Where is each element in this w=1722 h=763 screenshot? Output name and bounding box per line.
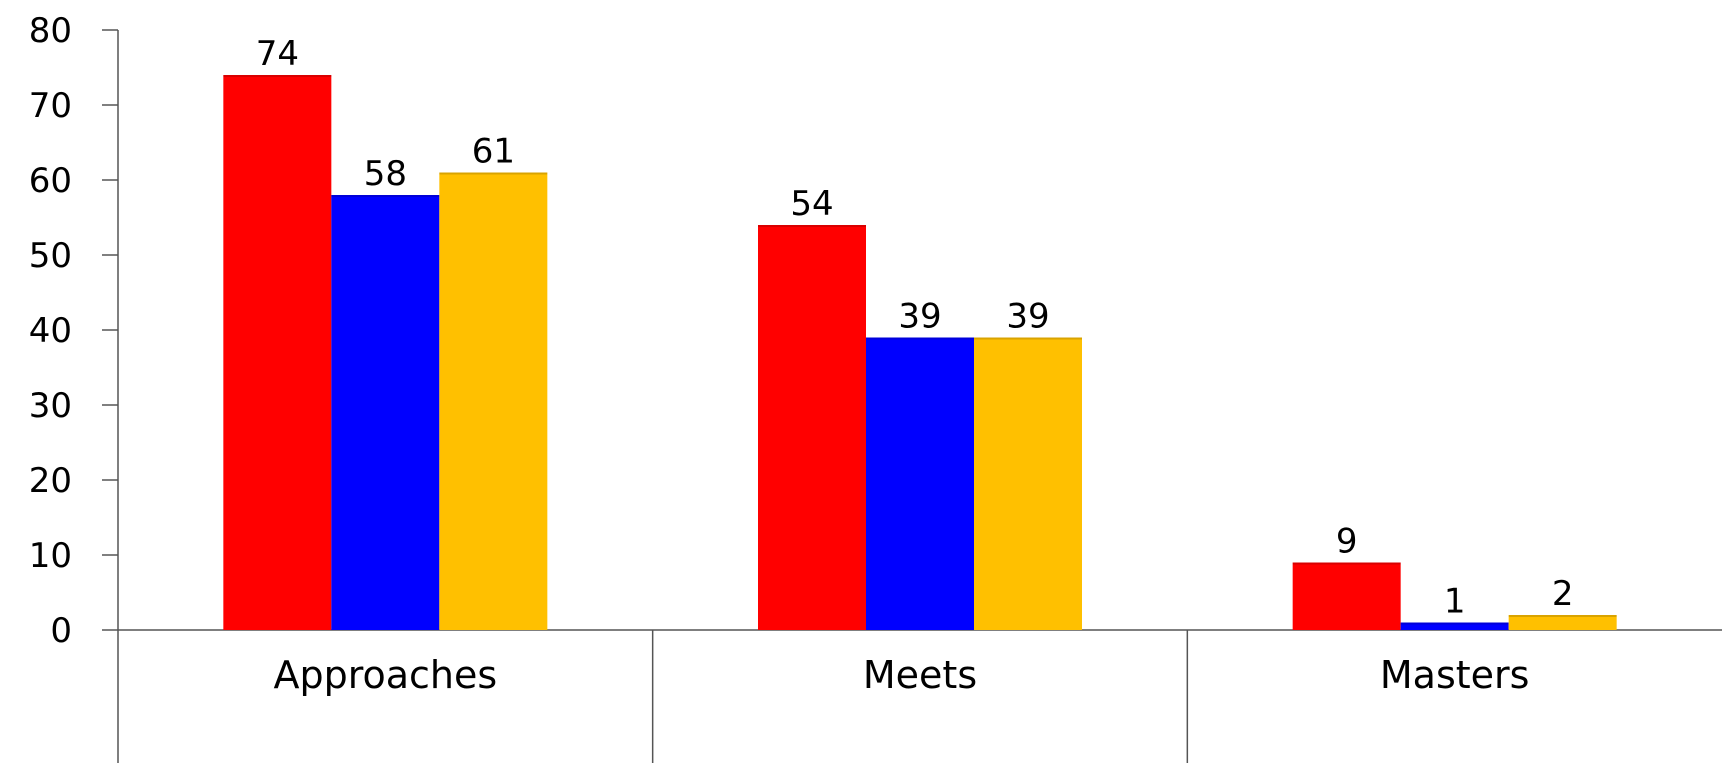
y-axis: 0 10 20 30 40 50 60 70 80 bbox=[29, 11, 119, 763]
y-tick-label: 70 bbox=[29, 86, 72, 126]
data-label: 54 bbox=[790, 184, 833, 224]
data-label: 2 bbox=[1552, 574, 1574, 614]
bar-top-edge bbox=[439, 172, 548, 175]
y-tick-label: 0 bbox=[50, 611, 72, 651]
data-label: 39 bbox=[898, 297, 941, 337]
bar-top-edge bbox=[866, 337, 974, 340]
bar bbox=[866, 337, 974, 630]
y-tick-label: 40 bbox=[29, 311, 72, 351]
bars bbox=[223, 75, 1617, 630]
y-tick-label: 80 bbox=[29, 11, 72, 51]
data-label: 74 bbox=[256, 34, 299, 74]
y-tick-label: 50 bbox=[29, 236, 72, 276]
bar bbox=[1508, 615, 1617, 630]
y-tick-label: 20 bbox=[29, 461, 72, 501]
data-label: 39 bbox=[1006, 297, 1049, 337]
data-labels: 74 58 61 54 39 39 9 1 2 bbox=[256, 34, 1574, 622]
x-category-label: Masters bbox=[1380, 653, 1530, 697]
bar-top-edge bbox=[223, 75, 332, 77]
bar bbox=[331, 195, 440, 630]
bar bbox=[439, 172, 548, 630]
bar-top-edge bbox=[974, 337, 1082, 340]
x-category-label: Meets bbox=[863, 653, 977, 697]
data-label: 1 bbox=[1444, 582, 1466, 622]
y-tick-label: 10 bbox=[29, 536, 72, 576]
bar-top-edge bbox=[1292, 562, 1401, 565]
bar-top-edge bbox=[1400, 622, 1509, 625]
data-label: 9 bbox=[1336, 522, 1358, 562]
x-axis: Approaches Meets Masters bbox=[118, 629, 1722, 763]
x-category-label: Approaches bbox=[273, 653, 497, 697]
bar bbox=[1400, 622, 1509, 630]
data-label: 58 bbox=[364, 154, 407, 194]
y-tick-label: 60 bbox=[29, 161, 72, 201]
bar bbox=[223, 75, 332, 630]
bar-top-edge bbox=[1508, 615, 1617, 617]
bar-top-edge bbox=[331, 195, 440, 197]
bar-top-edge bbox=[758, 225, 866, 227]
y-tick-label: 30 bbox=[29, 386, 72, 426]
bar bbox=[1292, 562, 1401, 630]
bar bbox=[758, 225, 866, 630]
bar bbox=[974, 337, 1082, 630]
data-label: 61 bbox=[472, 132, 515, 172]
